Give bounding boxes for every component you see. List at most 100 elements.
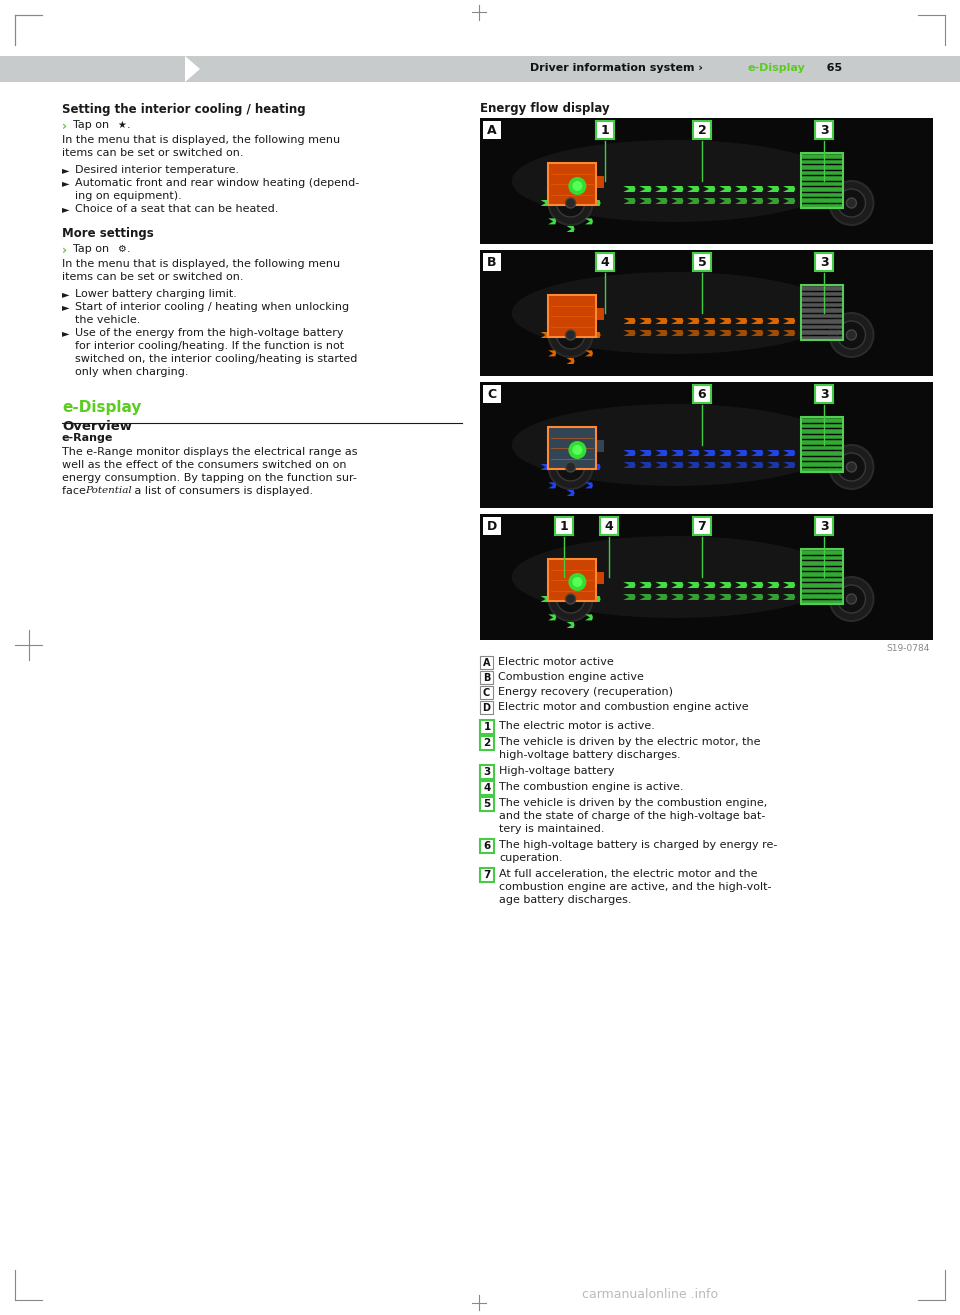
Bar bbox=[801, 192, 843, 197]
Bar bbox=[548, 295, 596, 337]
Bar bbox=[801, 451, 843, 455]
Text: High-voltage battery: High-voltage battery bbox=[499, 767, 614, 776]
Bar bbox=[801, 181, 843, 185]
Polygon shape bbox=[548, 350, 556, 356]
Polygon shape bbox=[735, 318, 747, 323]
Bar bbox=[801, 292, 843, 296]
Polygon shape bbox=[623, 199, 636, 204]
Text: the vehicle.: the vehicle. bbox=[75, 316, 140, 325]
Circle shape bbox=[557, 585, 585, 613]
Polygon shape bbox=[656, 462, 667, 468]
Bar bbox=[480, 381, 933, 508]
Text: 3: 3 bbox=[820, 124, 828, 137]
Circle shape bbox=[557, 189, 585, 217]
Circle shape bbox=[847, 199, 856, 208]
Polygon shape bbox=[540, 596, 548, 602]
Text: carmanualonline .info: carmanualonline .info bbox=[582, 1289, 718, 1302]
Polygon shape bbox=[639, 450, 652, 456]
Polygon shape bbox=[703, 330, 715, 337]
Polygon shape bbox=[566, 306, 575, 312]
Bar bbox=[596, 176, 604, 188]
Text: C: C bbox=[483, 688, 491, 697]
Polygon shape bbox=[687, 450, 700, 456]
Polygon shape bbox=[548, 313, 556, 320]
Text: .: . bbox=[127, 245, 131, 254]
Polygon shape bbox=[671, 330, 684, 337]
Polygon shape bbox=[751, 594, 763, 600]
Text: 4: 4 bbox=[605, 519, 613, 533]
Bar bbox=[801, 550, 843, 555]
Text: e-Display: e-Display bbox=[62, 400, 141, 416]
Ellipse shape bbox=[512, 141, 838, 222]
Bar bbox=[555, 517, 573, 535]
Bar bbox=[801, 159, 843, 164]
Text: combustion engine are active, and the high-volt-: combustion engine are active, and the hi… bbox=[499, 882, 772, 892]
Bar bbox=[801, 583, 843, 588]
Bar bbox=[693, 517, 711, 535]
Bar bbox=[480, 671, 493, 684]
Circle shape bbox=[572, 577, 583, 586]
Text: Electric motor and combustion engine active: Electric motor and combustion engine act… bbox=[498, 702, 749, 711]
Polygon shape bbox=[548, 446, 556, 451]
Circle shape bbox=[568, 441, 587, 459]
Text: 2: 2 bbox=[698, 124, 707, 137]
Polygon shape bbox=[671, 199, 684, 204]
Bar bbox=[801, 555, 843, 560]
Circle shape bbox=[837, 189, 866, 217]
Bar bbox=[801, 600, 843, 604]
Circle shape bbox=[565, 462, 576, 472]
Circle shape bbox=[572, 181, 583, 191]
Circle shape bbox=[568, 178, 587, 195]
Bar bbox=[801, 418, 843, 422]
Polygon shape bbox=[703, 462, 715, 468]
Polygon shape bbox=[703, 318, 715, 323]
Text: Potential: Potential bbox=[84, 487, 132, 494]
Circle shape bbox=[837, 585, 866, 613]
Text: Electric motor active: Electric motor active bbox=[498, 658, 613, 667]
Text: S19-0784: S19-0784 bbox=[887, 644, 930, 654]
Polygon shape bbox=[751, 462, 763, 468]
Polygon shape bbox=[671, 185, 684, 192]
Circle shape bbox=[565, 330, 576, 341]
Text: Choice of a seat that can be heated.: Choice of a seat that can be heated. bbox=[75, 204, 278, 214]
Text: ►: ► bbox=[62, 289, 69, 299]
Polygon shape bbox=[623, 330, 636, 337]
Text: Driver information system ›: Driver information system › bbox=[530, 63, 707, 74]
Polygon shape bbox=[592, 331, 601, 338]
Polygon shape bbox=[566, 226, 575, 231]
Text: 6: 6 bbox=[484, 842, 491, 851]
Text: Setting the interior cooling / heating: Setting the interior cooling / heating bbox=[62, 103, 305, 116]
Polygon shape bbox=[656, 199, 667, 204]
Text: high-voltage battery discharges.: high-voltage battery discharges. bbox=[499, 750, 681, 760]
Text: ►: ► bbox=[62, 302, 69, 312]
Polygon shape bbox=[767, 330, 780, 337]
Polygon shape bbox=[566, 174, 575, 180]
Bar bbox=[801, 308, 843, 313]
Polygon shape bbox=[703, 185, 715, 192]
Bar bbox=[801, 297, 843, 301]
Polygon shape bbox=[719, 318, 732, 323]
Polygon shape bbox=[719, 330, 732, 337]
Polygon shape bbox=[767, 594, 780, 600]
Text: 1: 1 bbox=[560, 519, 568, 533]
Circle shape bbox=[572, 444, 583, 455]
Circle shape bbox=[829, 577, 874, 621]
Polygon shape bbox=[566, 569, 575, 576]
Polygon shape bbox=[548, 181, 556, 188]
Polygon shape bbox=[703, 450, 715, 456]
Text: The electric motor is active.: The electric motor is active. bbox=[499, 721, 655, 731]
Bar bbox=[801, 285, 843, 291]
Bar bbox=[595, 121, 613, 139]
Bar bbox=[801, 204, 843, 208]
Circle shape bbox=[837, 321, 866, 348]
Bar bbox=[548, 163, 596, 205]
Polygon shape bbox=[671, 450, 684, 456]
Text: 6: 6 bbox=[698, 388, 707, 401]
Text: At full acceleration, the electric motor and the: At full acceleration, the electric motor… bbox=[499, 869, 757, 878]
Polygon shape bbox=[671, 462, 684, 468]
Text: Lower battery charging limit.: Lower battery charging limit. bbox=[75, 289, 237, 299]
Polygon shape bbox=[687, 199, 700, 204]
Bar bbox=[801, 417, 843, 472]
Circle shape bbox=[548, 181, 592, 225]
Bar bbox=[480, 765, 494, 778]
